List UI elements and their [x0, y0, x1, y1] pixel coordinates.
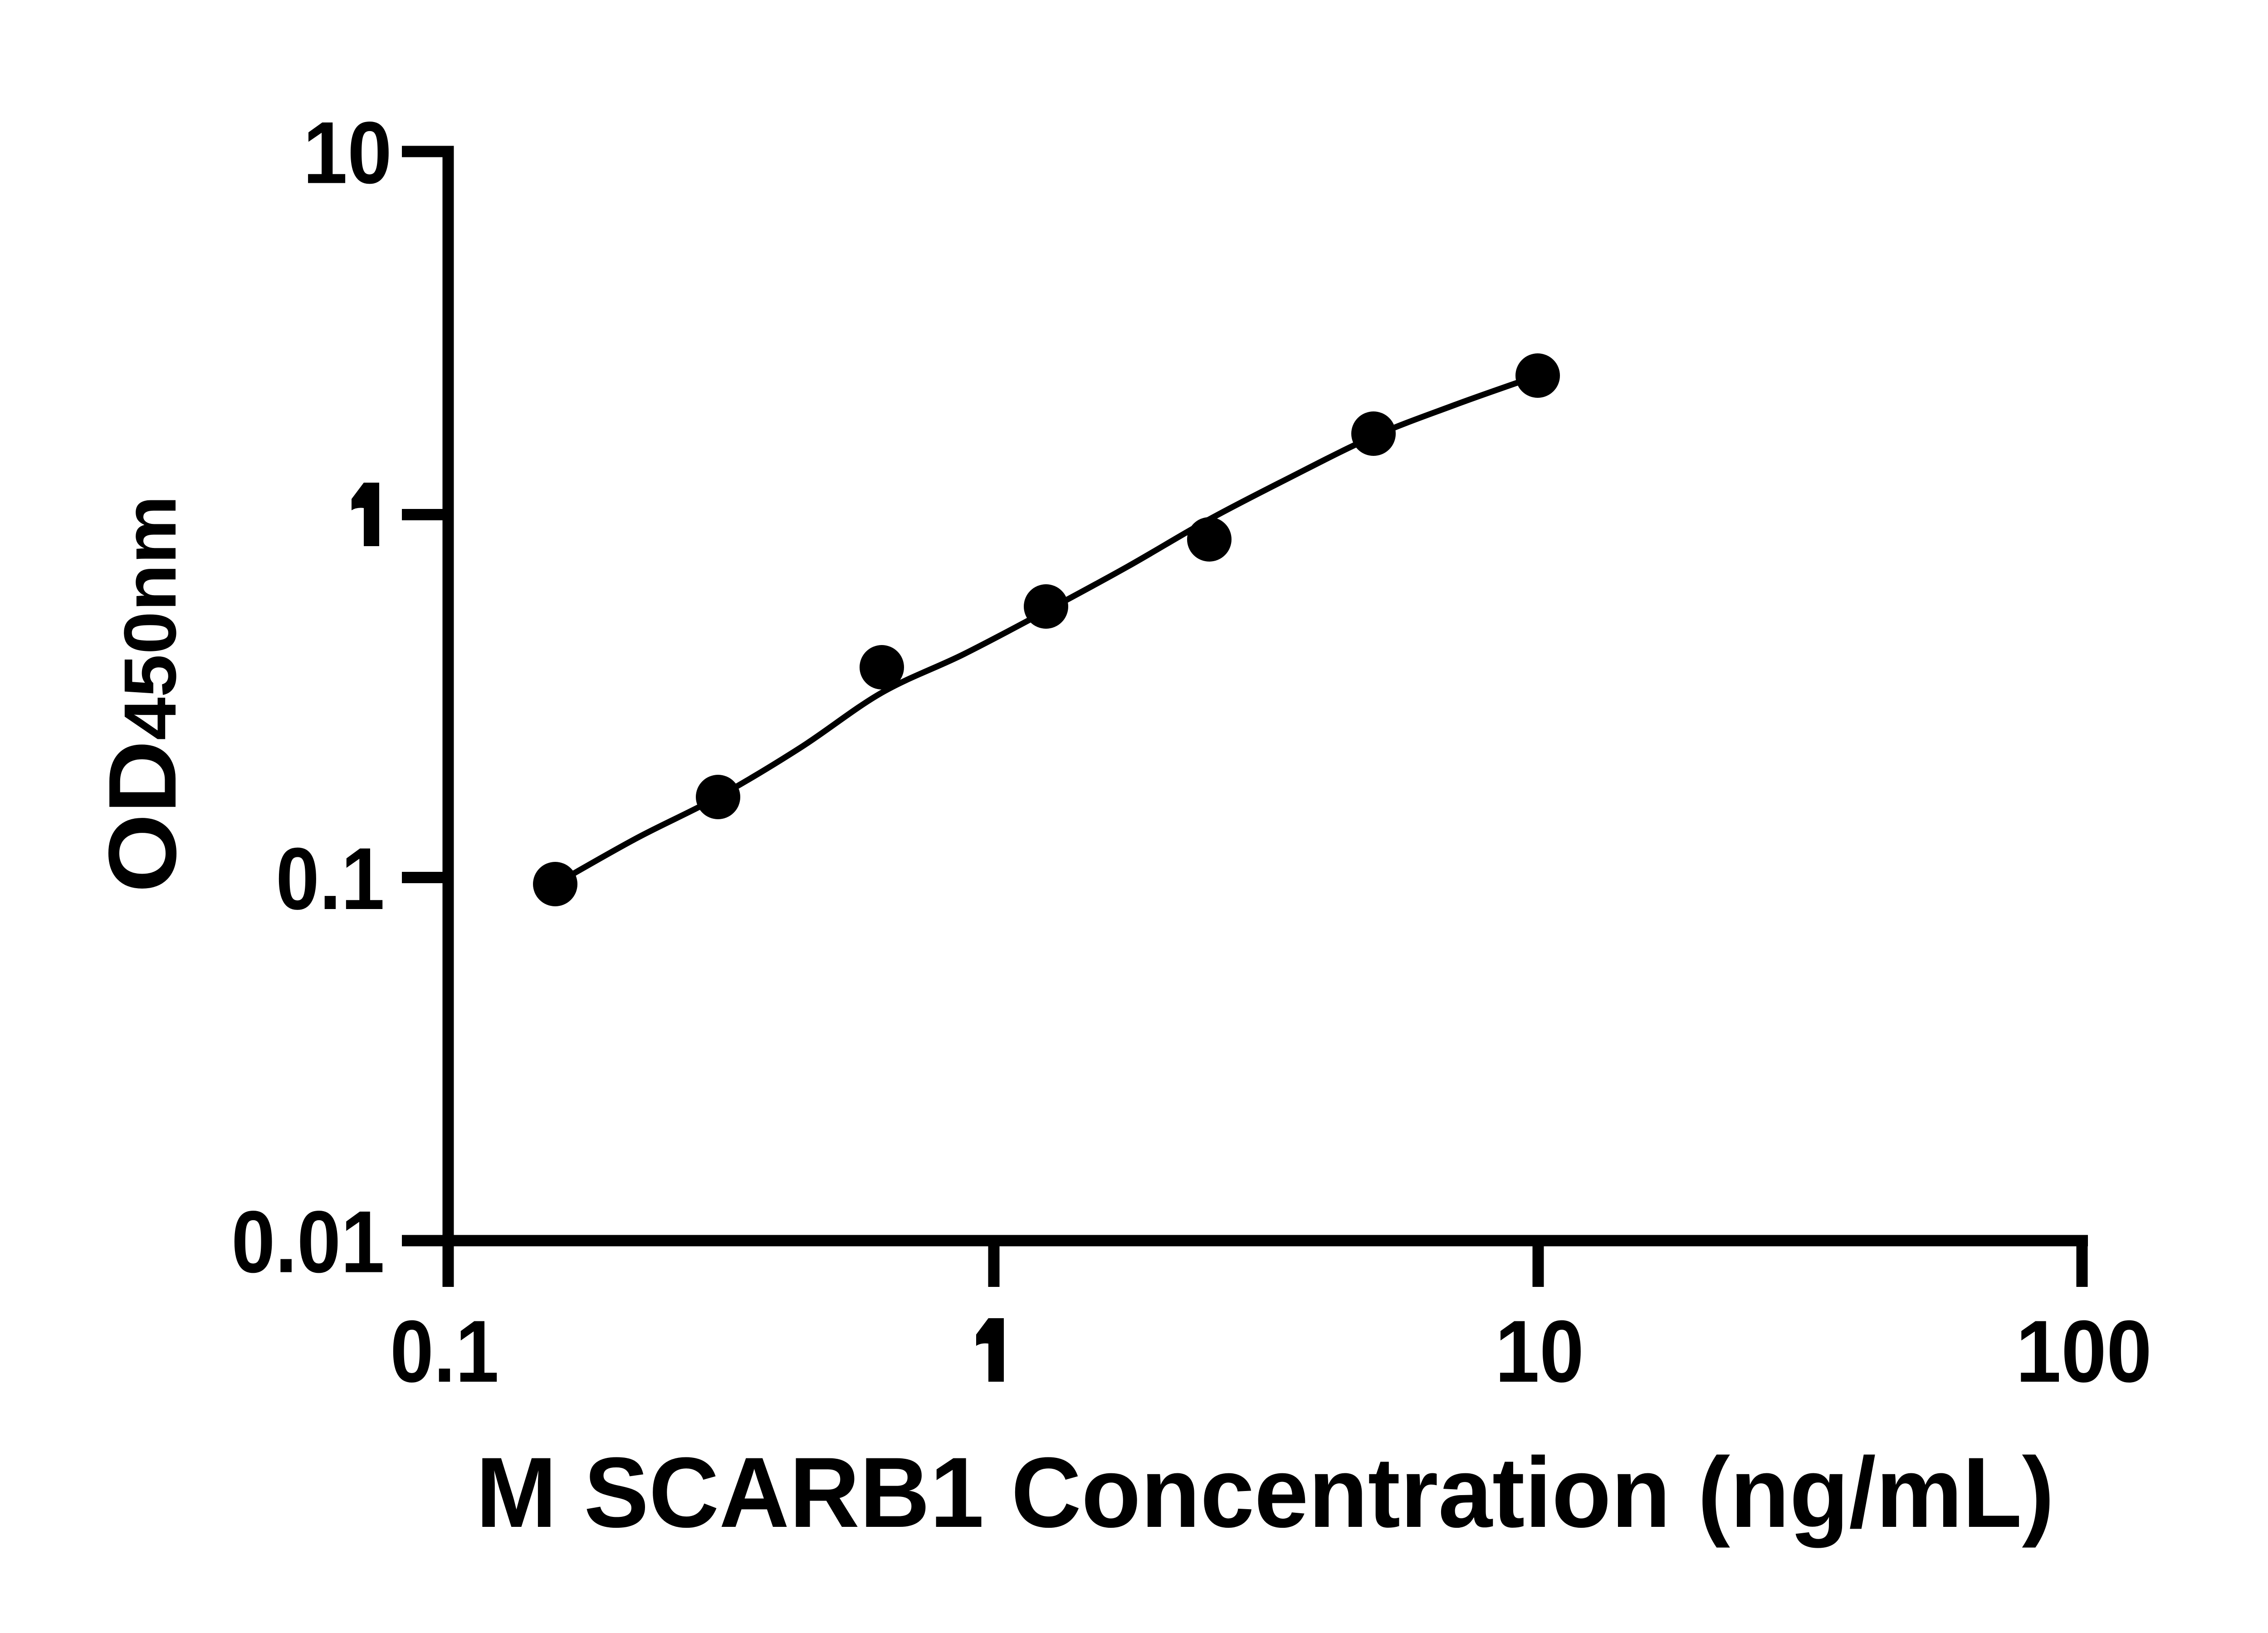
svg-text:450nm: 450nm — [108, 495, 191, 740]
svg-text:0.01: 0.01 — [231, 1193, 385, 1291]
svg-text:10: 10 — [1495, 1302, 1584, 1401]
svg-text:10: 10 — [303, 104, 392, 202]
svg-text:0.1: 0.1 — [390, 1302, 499, 1401]
svg-text:OD: OD — [88, 740, 196, 893]
svg-text:M SCARB1 Concentration (ng/mL): M SCARB1 Concentration (ng/mL) — [476, 1437, 2054, 1548]
svg-text:100: 100 — [2016, 1302, 2152, 1401]
svg-text:0.1: 0.1 — [276, 830, 385, 928]
